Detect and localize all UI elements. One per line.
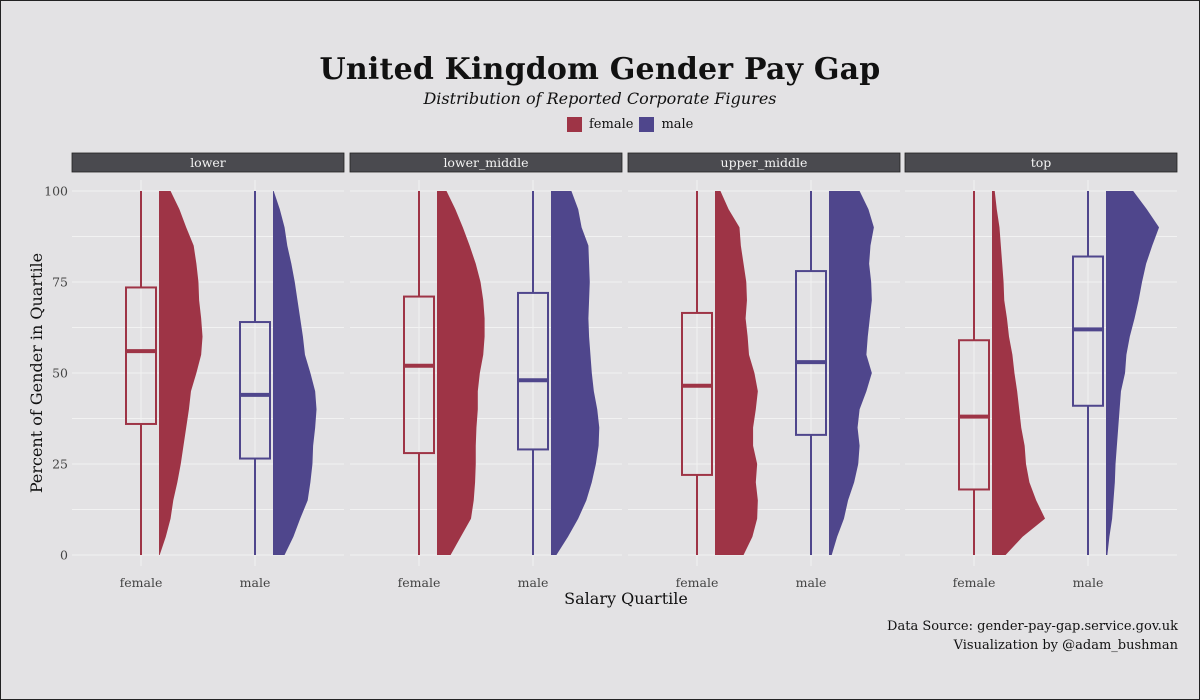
box-male: [795, 270, 827, 436]
x-tick-label: male: [518, 575, 549, 590]
violin-female: [159, 191, 203, 555]
violin-male: [1106, 191, 1160, 555]
facet-strip-label: lower: [190, 155, 226, 170]
facet-strip-label: upper_middle: [721, 155, 808, 170]
legend-item-male: male: [639, 117, 693, 132]
caption: Data Source: gender-pay-gap.service.gov.…: [887, 617, 1178, 655]
x-tick-label: female: [120, 575, 163, 590]
x-tick-label: female: [676, 575, 719, 590]
facet-strip-lower_middle: [349, 152, 623, 173]
violin-female: [992, 191, 1046, 555]
facet-strip-top: [904, 152, 1178, 173]
facet-strip-label: top: [1031, 155, 1052, 170]
chart-title: United Kingdom Gender Pay Gap: [319, 52, 881, 87]
legend-swatch-female: [567, 117, 582, 132]
x-tick-label: male: [1073, 575, 1104, 590]
y-tick-label: 25: [52, 457, 68, 472]
x-axis-title: Salary Quartile: [564, 589, 688, 608]
chart-subtitle: Distribution of Reported Corporate Figur…: [423, 89, 777, 108]
y-axis-title: Percent of Gender in Quartile: [27, 253, 46, 493]
x-tick-label: female: [398, 575, 441, 590]
visualization-credit: Visualization by @adam_bushman: [953, 638, 1178, 653]
box-male: [517, 291, 549, 451]
violin-female: [437, 191, 485, 555]
violin-male: [273, 191, 317, 555]
legend-label-female: female: [589, 117, 634, 132]
y-tick-label: 75: [52, 275, 68, 290]
box-female: [681, 311, 713, 476]
facet-strip-lower: [71, 152, 345, 173]
facet-strip-upper_middle: [627, 152, 901, 173]
legend-item-female: female: [567, 117, 633, 132]
facet-strip-label: lower_middle: [443, 155, 528, 170]
x-tick-label: male: [796, 575, 827, 590]
violin-female: [715, 191, 758, 555]
legend-label-male: male: [661, 117, 694, 132]
violin-male: [551, 191, 600, 555]
legend: female male: [567, 117, 699, 132]
legend-swatch-male: [639, 117, 655, 132]
box-female: [403, 295, 435, 455]
x-tick-label: female: [953, 575, 996, 590]
box-male: [239, 321, 271, 460]
data-source-note: Data Source: gender-pay-gap.service.gov.…: [887, 619, 1178, 634]
y-tick-label: 50: [52, 366, 68, 381]
box-female: [125, 286, 157, 425]
violin-male: [829, 191, 874, 555]
y-tick-label: 100: [44, 184, 68, 199]
x-tick-label: male: [240, 575, 271, 590]
y-tick-label: 0: [60, 548, 68, 563]
